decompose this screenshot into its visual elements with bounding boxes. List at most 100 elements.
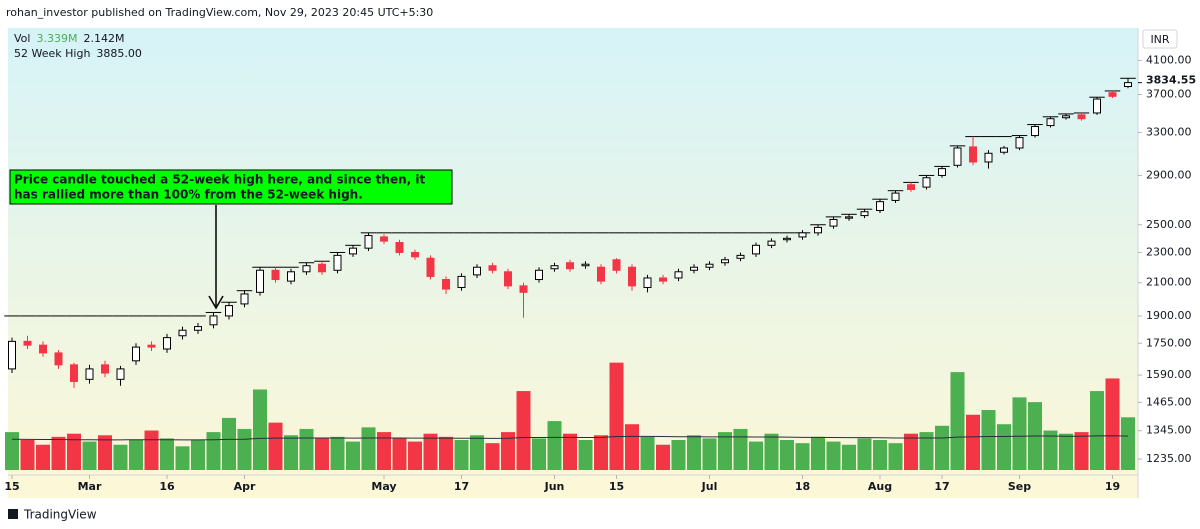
candle-body bbox=[969, 146, 977, 163]
volume-bar bbox=[470, 435, 484, 470]
annotation: has rallied more than 100% from the 52-w… bbox=[14, 188, 363, 202]
volume-bar bbox=[36, 444, 50, 470]
volume-bar bbox=[346, 441, 360, 470]
volume-bar bbox=[857, 438, 872, 470]
candle-body bbox=[953, 147, 962, 166]
x-tick-label: 16 bbox=[159, 480, 175, 493]
x-tick-label: 18 bbox=[795, 480, 810, 493]
volume-bar bbox=[764, 433, 779, 470]
x-tick-label: Aug bbox=[868, 480, 892, 493]
candle-body bbox=[101, 364, 109, 374]
volume-bar bbox=[20, 440, 35, 470]
volume-bar bbox=[206, 432, 221, 470]
volume-bar bbox=[640, 436, 655, 470]
volume-bar bbox=[1043, 430, 1058, 470]
footer-text: TradingView bbox=[23, 508, 97, 522]
candle-body bbox=[674, 271, 683, 279]
candle-body bbox=[473, 266, 481, 276]
volume-bar bbox=[547, 421, 562, 470]
candle-body bbox=[767, 240, 776, 246]
y-tick-label: 2300.00 bbox=[1146, 245, 1192, 258]
volume-bar bbox=[1090, 391, 1104, 470]
arrow-head bbox=[208, 295, 224, 310]
y-tick-label: 1590.00 bbox=[1146, 368, 1192, 381]
candle-body bbox=[659, 277, 667, 282]
candle-body bbox=[240, 293, 249, 305]
volume-bar bbox=[191, 440, 205, 470]
volume-bar bbox=[687, 435, 701, 470]
volume-bar bbox=[5, 432, 19, 470]
candle-body bbox=[984, 152, 993, 163]
candle-body bbox=[876, 201, 884, 211]
volume-bar bbox=[454, 440, 469, 470]
volume-bar bbox=[144, 430, 159, 470]
x-tick-label: Jun bbox=[544, 480, 565, 493]
volume-bar bbox=[222, 417, 236, 470]
legend-name: Vol bbox=[14, 32, 30, 45]
x-tick-label: 17 bbox=[934, 480, 949, 493]
candle-body bbox=[116, 368, 125, 380]
volume-bar bbox=[935, 425, 949, 470]
volume-bar bbox=[795, 443, 810, 470]
volume-bar bbox=[904, 433, 918, 470]
candle-body bbox=[845, 216, 853, 219]
legend-high: 52 Week High 3885.00 bbox=[14, 47, 142, 60]
candle-body bbox=[814, 226, 822, 234]
candle-body bbox=[411, 251, 419, 258]
volume-bar bbox=[1059, 433, 1073, 470]
candle-body bbox=[597, 266, 605, 282]
candle-body bbox=[39, 344, 47, 354]
candle-body bbox=[535, 269, 543, 281]
y-tick-label: 1750.00 bbox=[1146, 336, 1192, 349]
volume-bar bbox=[749, 441, 763, 470]
candle-body bbox=[178, 329, 187, 337]
volume-bar bbox=[888, 443, 903, 470]
x-tick-label: 17 bbox=[454, 480, 469, 493]
volume-bar bbox=[237, 428, 252, 470]
candle-body bbox=[721, 259, 729, 264]
candle-body bbox=[271, 269, 280, 281]
volume-bar bbox=[656, 444, 670, 470]
x-tick-label: 15 bbox=[609, 480, 624, 493]
currency-box[interactable] bbox=[1142, 29, 1178, 49]
candle-body bbox=[70, 364, 78, 382]
y-tick-label: 3700.00 bbox=[1146, 88, 1192, 101]
candle-body bbox=[1062, 115, 1070, 119]
candle-body bbox=[380, 236, 388, 242]
volume-bar bbox=[113, 444, 128, 470]
x-tick-label: Mar bbox=[78, 480, 102, 493]
candle-body bbox=[519, 285, 528, 293]
volume-bar bbox=[919, 432, 934, 470]
candle-body bbox=[860, 211, 869, 217]
volume-bar bbox=[826, 441, 841, 470]
candle-body bbox=[54, 352, 63, 366]
candle-body bbox=[349, 247, 357, 255]
volume-bar bbox=[253, 389, 267, 470]
candle-body bbox=[225, 305, 233, 317]
volume-bar bbox=[842, 444, 856, 470]
candle-body bbox=[1093, 98, 1101, 114]
currency: INR bbox=[1150, 33, 1169, 46]
candle-body bbox=[163, 337, 171, 350]
y-tick-label: 3300.00 bbox=[1146, 126, 1192, 139]
volume-bar bbox=[1074, 432, 1089, 470]
volume-bar bbox=[268, 422, 283, 470]
volume-bar bbox=[485, 443, 500, 470]
candle-body bbox=[395, 242, 404, 253]
volume-bar bbox=[1121, 417, 1135, 470]
x-tick-label: 15 bbox=[4, 480, 19, 493]
candle-body bbox=[256, 269, 264, 293]
volume-bar bbox=[950, 372, 965, 470]
y-tick-label: 4100.00 bbox=[1146, 53, 1192, 66]
candle-body bbox=[550, 265, 559, 270]
y-tick-label: 2100.00 bbox=[1146, 276, 1192, 289]
legend-value: 2.142M bbox=[83, 32, 124, 45]
volume-bar bbox=[175, 446, 190, 470]
volume-bar bbox=[377, 432, 391, 470]
volume-bar bbox=[299, 428, 314, 470]
candle-body bbox=[705, 263, 714, 268]
header: rohan_investor published on TradingView.… bbox=[6, 6, 433, 19]
volume-bar bbox=[439, 436, 453, 470]
